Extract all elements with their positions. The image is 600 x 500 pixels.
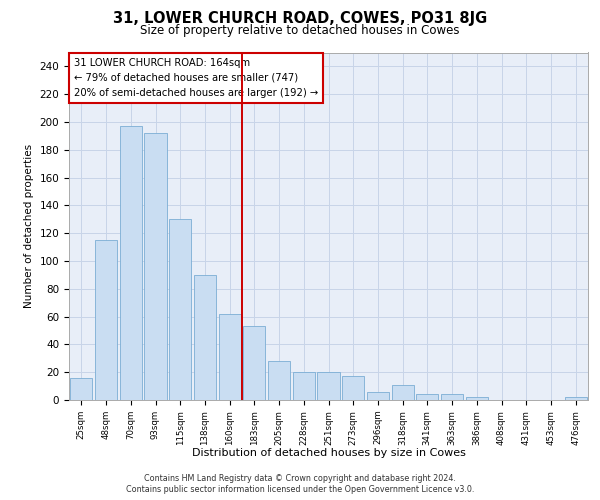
Bar: [169, 220, 191, 400]
Bar: [194, 275, 216, 400]
Text: 31, LOWER CHURCH ROAD, COWES, PO31 8JG: 31, LOWER CHURCH ROAD, COWES, PO31 8JG: [113, 12, 487, 26]
Bar: [317, 372, 340, 400]
Bar: [218, 314, 241, 400]
Bar: [268, 361, 290, 400]
Bar: [392, 384, 414, 400]
Text: Distribution of detached houses by size in Cowes: Distribution of detached houses by size …: [192, 448, 466, 458]
Bar: [441, 394, 463, 400]
Bar: [145, 133, 167, 400]
Bar: [416, 394, 439, 400]
Bar: [119, 126, 142, 400]
Bar: [95, 240, 117, 400]
Bar: [565, 397, 587, 400]
Text: Contains HM Land Registry data © Crown copyright and database right 2024.
Contai: Contains HM Land Registry data © Crown c…: [126, 474, 474, 494]
Y-axis label: Number of detached properties: Number of detached properties: [24, 144, 34, 308]
Bar: [243, 326, 265, 400]
Bar: [293, 372, 315, 400]
Text: Size of property relative to detached houses in Cowes: Size of property relative to detached ho…: [140, 24, 460, 37]
Text: 31 LOWER CHURCH ROAD: 164sqm
← 79% of detached houses are smaller (747)
20% of s: 31 LOWER CHURCH ROAD: 164sqm ← 79% of de…: [74, 58, 319, 98]
Bar: [342, 376, 364, 400]
Bar: [70, 378, 92, 400]
Bar: [367, 392, 389, 400]
Bar: [466, 397, 488, 400]
